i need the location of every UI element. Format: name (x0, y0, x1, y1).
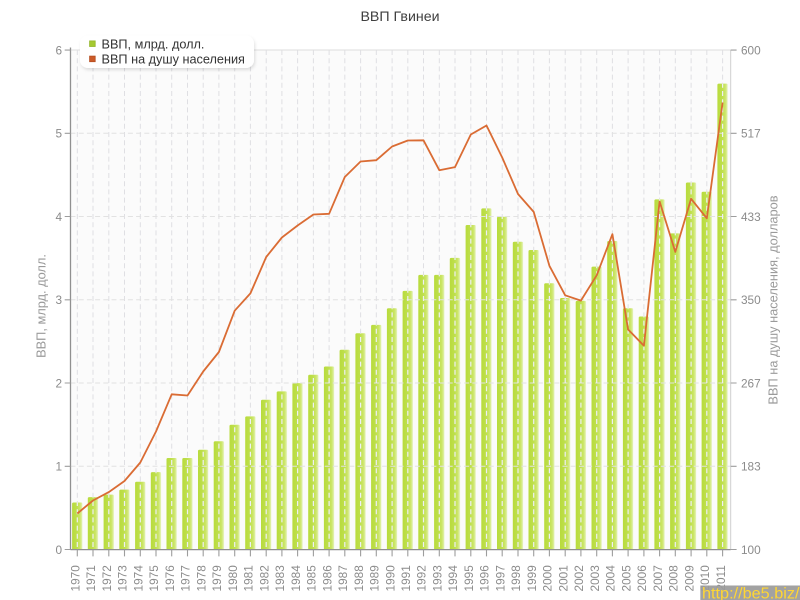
svg-text:1998: 1998 (509, 565, 523, 592)
svg-text:1973: 1973 (116, 565, 130, 592)
svg-text:267: 267 (741, 376, 761, 390)
svg-text:1974: 1974 (132, 565, 146, 592)
svg-text:1993: 1993 (431, 565, 445, 592)
svg-text:1970: 1970 (69, 565, 83, 592)
svg-text:1987: 1987 (336, 565, 350, 591)
svg-text:1982: 1982 (257, 565, 271, 591)
svg-text:1981: 1981 (242, 565, 256, 591)
svg-text:350: 350 (741, 293, 761, 307)
svg-text:5: 5 (55, 127, 62, 141)
svg-text:1971: 1971 (84, 565, 98, 591)
svg-text:ВВП на душу населения, долларо: ВВП на душу населения, долларов (765, 195, 780, 404)
svg-text:517: 517 (741, 127, 761, 141)
svg-text:1994: 1994 (446, 565, 460, 592)
svg-text:0: 0 (55, 543, 62, 557)
svg-text:1980: 1980 (226, 565, 240, 592)
svg-text:1: 1 (55, 460, 62, 474)
svg-text:2003: 2003 (588, 565, 602, 592)
svg-text:ВВП, млрд. долл.: ВВП, млрд. долл. (102, 37, 205, 51)
svg-text:2000: 2000 (541, 565, 555, 592)
svg-text:1991: 1991 (399, 565, 413, 591)
svg-text:1997: 1997 (493, 565, 507, 591)
svg-text:1992: 1992 (415, 565, 429, 591)
svg-text:183: 183 (741, 460, 761, 474)
svg-text:1988: 1988 (352, 565, 366, 592)
svg-text:3: 3 (55, 293, 62, 307)
svg-text:1979: 1979 (210, 565, 224, 591)
svg-text:1999: 1999 (525, 565, 539, 591)
svg-text:2007: 2007 (651, 565, 665, 591)
svg-text:2011: 2011 (714, 565, 728, 590)
svg-text:1984: 1984 (289, 565, 303, 592)
svg-text:ВВП Гвинеи: ВВП Гвинеи (360, 9, 439, 25)
svg-text:1983: 1983 (273, 565, 287, 592)
svg-text:http://be5.biz/: http://be5.biz/ (702, 585, 800, 600)
svg-text:2010: 2010 (698, 565, 712, 592)
svg-text:1976: 1976 (163, 565, 177, 592)
svg-text:2008: 2008 (667, 565, 681, 592)
svg-text:4: 4 (55, 210, 62, 224)
svg-text:2004: 2004 (604, 565, 618, 592)
svg-text:1985: 1985 (305, 565, 319, 592)
svg-text:1975: 1975 (147, 565, 161, 592)
svg-text:1995: 1995 (462, 565, 476, 592)
svg-text:ВВП на душу населения: ВВП на душу населения (102, 53, 245, 67)
svg-text:1989: 1989 (368, 565, 382, 591)
svg-text:1972: 1972 (100, 565, 114, 591)
svg-text:100: 100 (741, 543, 761, 557)
svg-text:1996: 1996 (478, 565, 492, 592)
svg-text:1990: 1990 (383, 565, 397, 592)
svg-text:6: 6 (55, 43, 62, 57)
svg-text:600: 600 (741, 43, 761, 57)
svg-text:ВВП, млрд. долл.: ВВП, млрд. долл. (34, 254, 49, 358)
svg-text:433: 433 (741, 210, 761, 224)
svg-text:1978: 1978 (194, 565, 208, 592)
svg-text:2009: 2009 (682, 565, 696, 591)
svg-text:1977: 1977 (179, 565, 193, 591)
svg-text:2002: 2002 (572, 565, 586, 591)
svg-text:1986: 1986 (320, 565, 334, 592)
svg-text:2: 2 (55, 376, 62, 390)
svg-text:2005: 2005 (619, 565, 633, 592)
svg-text:2001: 2001 (556, 565, 570, 591)
svg-text:2006: 2006 (635, 565, 649, 592)
